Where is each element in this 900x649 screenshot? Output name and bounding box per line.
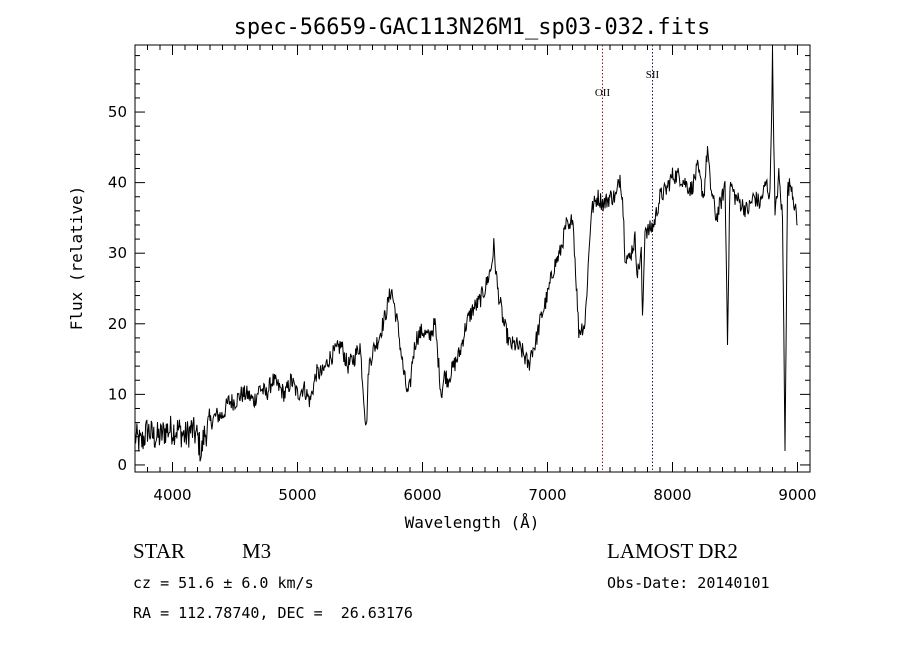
x-tick-label: 5000 [278, 486, 316, 504]
y-tick-label: 0 [117, 456, 127, 474]
y-tick-label: 50 [108, 103, 127, 121]
x-tick-label: 4000 [153, 486, 191, 504]
observation-date: Obs-Date: 20140101 [607, 574, 770, 592]
y-tick-label: 10 [108, 385, 127, 403]
redshift-cz: cz = 51.6 ± 6.0 km/s [133, 574, 314, 592]
y-axis-label: Flux (relative) [67, 186, 86, 331]
sii-marker-label: SII [646, 69, 660, 81]
x-tick-label: 7000 [528, 486, 566, 504]
y-tick-label: 30 [108, 244, 127, 262]
x-tick-label: 6000 [403, 486, 441, 504]
x-axis-label: Wavelength (Å) [405, 513, 540, 532]
axis-ticks: 4000 5000 6000 7000 8000 9000 0 10 20 30 40 50 [108, 45, 817, 504]
x-tick-label: 8000 [653, 486, 691, 504]
y-tick-label: 40 [108, 174, 127, 192]
survey-name: LAMOST DR2 [607, 539, 738, 563]
y-tick-label: 20 [108, 315, 127, 333]
oii-marker-label: OII [595, 87, 611, 99]
plot-frame [134, 44, 811, 473]
object-subclass: M3 [242, 539, 272, 563]
object-class: STAR [133, 539, 185, 563]
coordinates: RA = 112.78740, DEC = 26.63176 [133, 604, 413, 622]
spectrum-line [134, 47, 798, 462]
line-markers: OII SII [595, 45, 660, 472]
chart-title: spec-56659-GAC113N26M1_sp03-032.fits [234, 15, 711, 40]
x-tick-label: 9000 [778, 486, 816, 504]
